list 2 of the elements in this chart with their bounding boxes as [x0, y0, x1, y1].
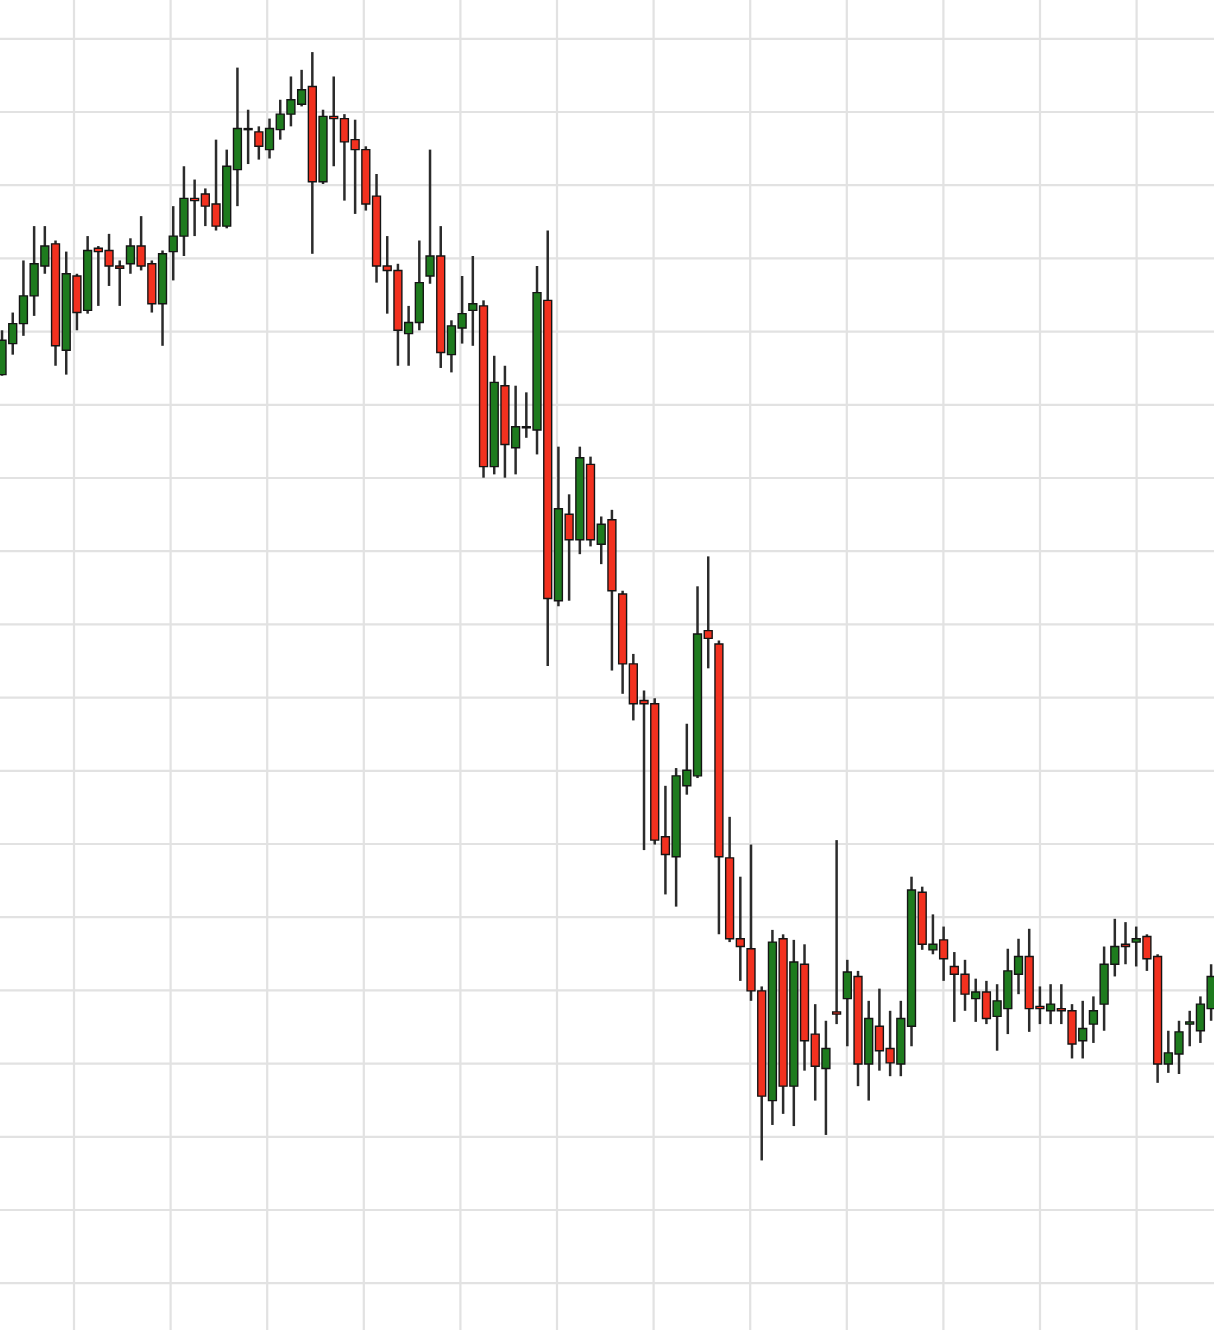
candlestick [831, 838, 842, 1026]
candlestick [1088, 995, 1099, 1045]
